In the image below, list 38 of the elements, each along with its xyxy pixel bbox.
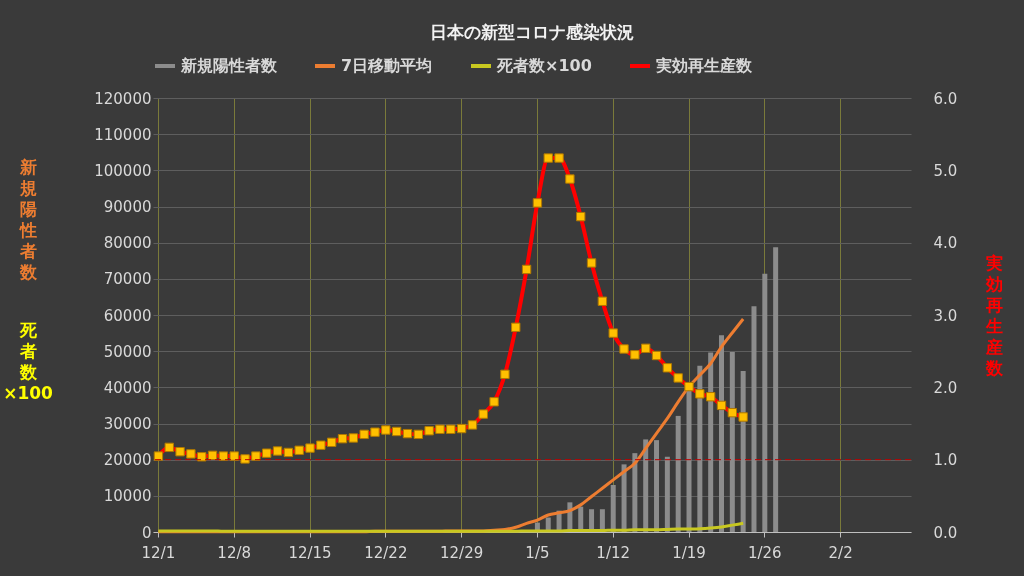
x-tick-label: 12/15 <box>288 543 332 562</box>
legend-label: 7日移動平均 <box>341 56 433 75</box>
y-tick-label: 20000 <box>103 451 152 470</box>
x-tick-label: 1/26 <box>747 543 782 562</box>
x-tick-label: 1/5 <box>525 543 550 562</box>
y-tick-label: 50000 <box>103 342 152 361</box>
y-axis-title: 新規陽性者数 <box>18 157 38 282</box>
y-tick-label: 0 <box>141 523 152 542</box>
y-tick-label: 90000 <box>103 198 152 216</box>
x-tick-label: 1/19 <box>672 543 706 562</box>
legend-label: 死者数×100 <box>496 56 592 75</box>
y-tick-label: 80000 <box>103 234 152 253</box>
legend-label: 新規陽性者数 <box>180 56 278 75</box>
text: 死者数×100 <box>3 320 54 403</box>
y2-tick-label: 5.0 <box>933 161 958 180</box>
x-tick-label: 2/2 <box>828 543 853 562</box>
y2-axis-title: 実効再生産数 <box>984 253 1004 378</box>
y-tick-label: 30000 <box>103 415 152 433</box>
x-tick-label: 12/22 <box>364 543 408 562</box>
x-tick-label: 1/12 <box>596 543 631 562</box>
y2-tick-label: 1.0 <box>933 451 958 470</box>
y2-tick-label: 3.0 <box>933 306 958 325</box>
y-tick-label: 10000 <box>103 487 152 506</box>
y-tick-label: 100000 <box>94 161 152 180</box>
y-tick-label: 40000 <box>103 378 152 397</box>
y-tick-label: 70000 <box>103 270 152 289</box>
y-tick-label: 60000 <box>103 306 152 325</box>
x-tick-label: 12/29 <box>440 543 484 562</box>
x-tick-label: 12/1 <box>141 543 176 562</box>
legend-label: 実効再生産数 <box>655 56 753 75</box>
y2-tick-label: 0.0 <box>933 523 958 542</box>
chart-title: 日本の新型コロナ感染状況 <box>430 22 634 42</box>
y-tick-label: 120000 <box>94 89 152 108</box>
y2-tick-label: 2.0 <box>933 378 958 397</box>
x-tick-label: 12/8 <box>217 543 252 562</box>
y-tick-label: 110000 <box>94 125 152 144</box>
y2-tick-label: 4.0 <box>933 234 958 253</box>
y2-tick-label: 6.0 <box>933 89 958 108</box>
